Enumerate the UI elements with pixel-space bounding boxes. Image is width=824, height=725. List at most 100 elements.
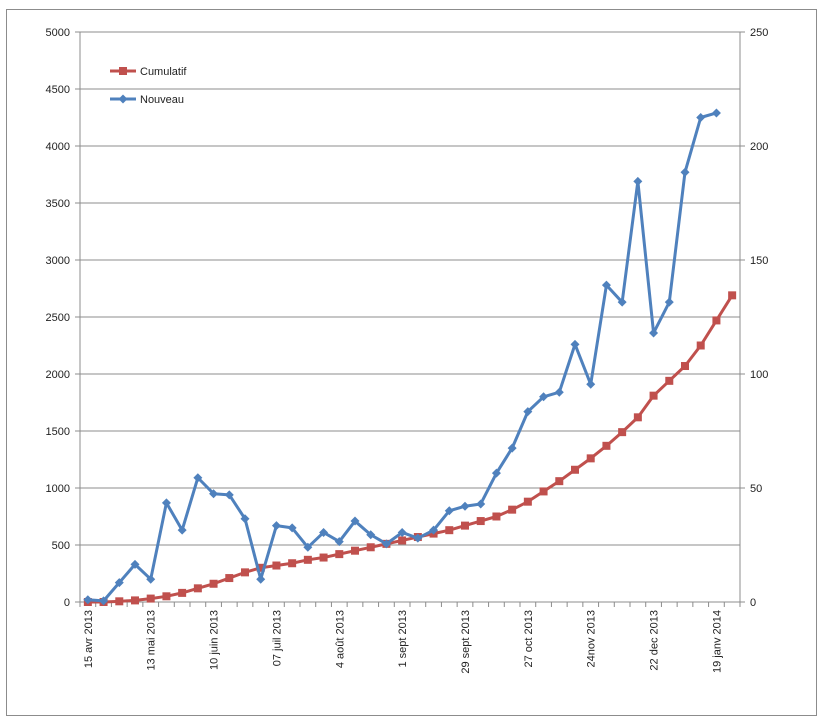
legend-marker-cumulatif [119, 67, 127, 75]
x-tick-label: 07 juil 2013 [271, 610, 283, 666]
data-point-cumulatif [241, 568, 249, 577]
data-point-nouveau [444, 506, 454, 516]
x-tick-label: 19 janv 2014 [711, 610, 723, 673]
data-point-cumulatif [256, 563, 265, 572]
data-point-nouveau [256, 574, 266, 584]
y2-tick-label: 100 [750, 369, 768, 381]
data-point-cumulatif [602, 441, 611, 450]
data-point-nouveau [413, 533, 423, 543]
y-tick-label: 1000 [46, 483, 70, 495]
data-point-nouveau [570, 339, 580, 349]
x-tick-label: 29 sept 2013 [460, 610, 472, 674]
y-tick-label: 3500 [46, 198, 70, 210]
data-point-cumulatif [523, 497, 532, 506]
data-point-nouveau [539, 392, 549, 402]
data-point-cumulatif [115, 597, 124, 606]
x-tick-label: 24nov 2013 [586, 610, 598, 668]
data-point-cumulatif [398, 536, 407, 545]
data-point-cumulatif [225, 574, 234, 583]
data-point-cumulatif [193, 584, 202, 593]
data-point-nouveau [209, 489, 219, 499]
y-tick-label: 2500 [46, 312, 70, 324]
data-point-cumulatif [461, 521, 469, 530]
legend-label-nouveau: Nouveau [140, 94, 184, 106]
y2-tick-label: 150 [750, 255, 768, 267]
legend-label-cumulatif: Cumulatif [140, 66, 187, 78]
data-point-nouveau [554, 387, 564, 397]
data-point-cumulatif [209, 579, 218, 588]
data-point-cumulatif [351, 546, 359, 555]
legend-marker-nouveau [118, 94, 128, 104]
data-point-nouveau [476, 499, 486, 509]
data-point-nouveau [649, 328, 659, 338]
y-tick-label: 500 [52, 540, 70, 552]
data-point-nouveau [224, 490, 234, 500]
data-point-cumulatif [649, 391, 658, 400]
x-tick-label: 15 avr 2013 [83, 610, 95, 668]
data-point-cumulatif [445, 526, 454, 535]
data-point-nouveau [633, 176, 643, 186]
data-point-cumulatif [162, 592, 171, 601]
data-point-cumulatif [288, 559, 297, 568]
x-tick-label: 27 oct 2013 [523, 610, 535, 668]
data-point-cumulatif [728, 291, 737, 300]
data-point-cumulatif [571, 465, 579, 474]
data-point-nouveau [99, 596, 109, 606]
data-point-nouveau [586, 379, 596, 389]
data-point-cumulatif [539, 487, 548, 496]
data-point-nouveau [696, 113, 706, 122]
data-point-nouveau [523, 407, 533, 417]
data-point-cumulatif [665, 376, 674, 385]
x-tick-label: 1 sept 2013 [397, 610, 409, 668]
data-point-nouveau [319, 527, 329, 537]
y-tick-label: 2000 [46, 369, 70, 381]
data-point-nouveau [507, 443, 517, 453]
y2-tick-label: 0 [750, 597, 756, 609]
y2-tick-label: 50 [750, 483, 762, 495]
y-tick-label: 3000 [46, 255, 70, 267]
y2-tick-label: 250 [750, 27, 768, 39]
data-point-nouveau [397, 527, 407, 537]
y2-tick-label: 200 [750, 141, 768, 153]
data-point-cumulatif [178, 588, 187, 597]
data-point-nouveau [271, 521, 281, 531]
data-point-cumulatif [146, 594, 155, 603]
y-tick-label: 4500 [46, 84, 70, 96]
data-point-nouveau [711, 108, 721, 118]
data-point-nouveau [287, 523, 297, 533]
data-point-cumulatif [366, 543, 375, 552]
data-point-nouveau [429, 525, 439, 535]
data-point-cumulatif [303, 555, 312, 564]
data-point-nouveau [664, 297, 674, 307]
data-point-cumulatif [555, 477, 564, 486]
data-point-cumulatif [319, 553, 328, 562]
data-point-nouveau [381, 539, 391, 549]
data-point-nouveau [617, 297, 627, 307]
data-point-cumulatif [131, 596, 139, 605]
data-point-nouveau [334, 537, 344, 547]
data-point-nouveau [240, 514, 250, 524]
data-point-cumulatif [681, 362, 689, 371]
data-point-nouveau [146, 574, 156, 584]
data-point-cumulatif [586, 454, 595, 463]
chart-frame [6, 9, 817, 716]
y-tick-label: 1500 [46, 426, 70, 438]
data-point-nouveau [130, 559, 140, 569]
data-point-cumulatif [696, 341, 705, 350]
data-point-nouveau [350, 516, 360, 526]
data-point-cumulatif [335, 550, 344, 559]
data-point-nouveau [491, 468, 501, 478]
data-point-nouveau [114, 578, 124, 588]
data-point-cumulatif [618, 428, 627, 437]
data-point-nouveau [193, 473, 203, 483]
data-point-nouveau [601, 280, 611, 290]
y-tick-label: 0 [64, 597, 70, 609]
data-point-nouveau [460, 501, 470, 511]
x-tick-label: 4 août 2013 [334, 610, 346, 668]
data-point-cumulatif [272, 561, 281, 570]
x-tick-label: 13 mai 2013 [146, 610, 158, 671]
data-point-cumulatif [476, 517, 485, 526]
x-tick-label: 22 dec 2013 [649, 610, 661, 671]
x-tick-label: 10 juin 2013 [209, 610, 221, 670]
